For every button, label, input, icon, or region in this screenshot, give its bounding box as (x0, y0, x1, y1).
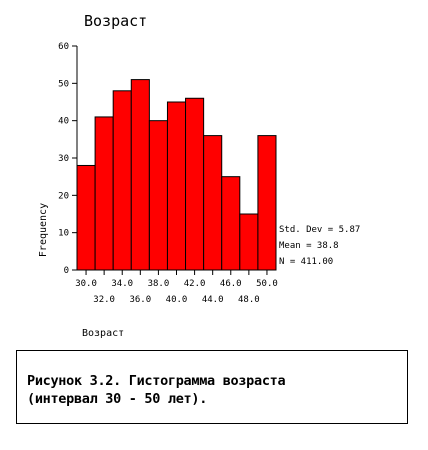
histogram-bar (130, 79, 150, 271)
x-axis-label: Возраст (82, 328, 124, 339)
x-tick-label: 46.0 (220, 279, 242, 289)
histogram-bar (221, 176, 241, 271)
x-tick-label: 32.0 (93, 295, 115, 305)
figure-caption-box: Рисунок 3.2. Гистограмма возраста (интер… (16, 350, 408, 424)
caption-line-2: (интервал 30 - 50 лет). (27, 391, 208, 407)
y-tick-label: 40 (58, 117, 69, 127)
histogram-bar (94, 116, 114, 271)
x-tick-label: 34.0 (111, 279, 133, 289)
y-tick-label: 50 (58, 79, 69, 89)
x-tick-label: 36.0 (129, 295, 151, 305)
histogram-bar (112, 90, 132, 271)
stats-line: Mean = 38.8 (279, 241, 339, 251)
histogram-bar (76, 164, 96, 271)
x-tick-label: 42.0 (184, 279, 206, 289)
x-tick-label: 30.0 (75, 279, 97, 289)
y-tick-label: 60 (58, 42, 69, 52)
bars-group (76, 79, 277, 271)
stats-legend: Std. Dev = 5.87 Mean = 38.8 N = 411.00 (279, 225, 360, 267)
y-ticks-group: 0 10 20 30 40 50 60 (58, 42, 77, 276)
histogram-bar (185, 97, 205, 271)
caption-line-1: Рисунок 3.2. Гистограмма возраста (27, 373, 286, 389)
y-tick-label: 30 (58, 154, 69, 164)
histogram-bar (257, 135, 277, 271)
x-ticks-group: 30.0 34.0 38.0 42.0 46.0 50.0 32.0 36.0 40.0 44.0… (75, 270, 278, 305)
x-tick-label: 48.0 (238, 295, 260, 305)
x-tick-label: 40.0 (166, 295, 188, 305)
histogram-bar (166, 101, 187, 271)
stats-line: Std. Dev = 5.87 (279, 225, 360, 235)
histogram-bar (203, 135, 223, 271)
y-tick-label: 20 (58, 191, 69, 201)
x-tick-label: 44.0 (202, 295, 224, 305)
histogram-bar (148, 120, 168, 271)
histogram-chart: Возраст Frequency 0 10 20 30 40 50 60 30.0 34.0… (38, 12, 360, 339)
x-tick-label: 38.0 (148, 279, 170, 289)
y-tick-label: 10 (58, 229, 69, 239)
y-tick-label: 0 (64, 266, 69, 276)
x-tick-label: 50.0 (256, 279, 278, 289)
histogram-bar (239, 213, 259, 271)
stats-line: N = 411.00 (279, 257, 333, 267)
y-axis-label: Frequency (38, 203, 49, 257)
chart-title: Возраст (84, 12, 147, 30)
